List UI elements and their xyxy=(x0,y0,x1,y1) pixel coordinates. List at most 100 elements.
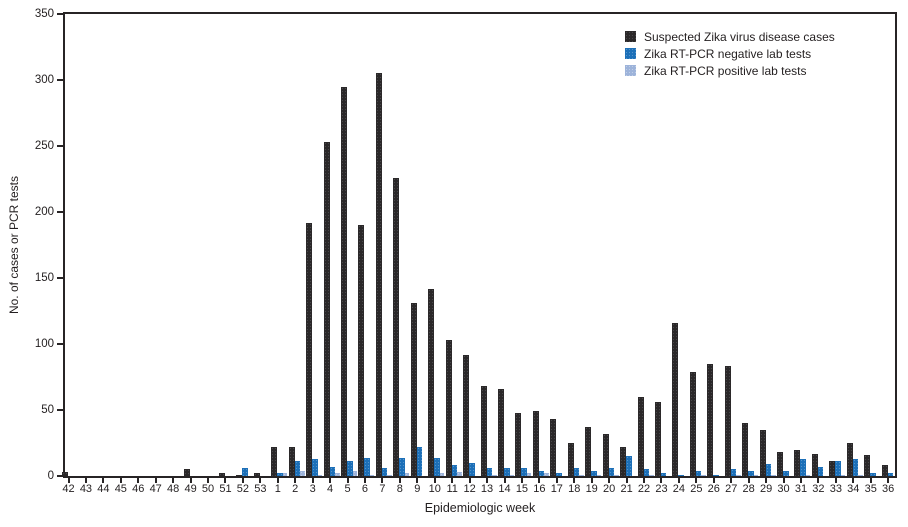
bar-suspected-week-42 xyxy=(62,472,68,476)
bar-positive-week-10 xyxy=(439,473,445,476)
x-tick-mark-47 xyxy=(154,478,157,483)
y-tick-label-250: 250 xyxy=(34,140,54,152)
x-tick-mark-8 xyxy=(398,478,401,483)
y-tick-mark-150 xyxy=(57,277,63,279)
legend-item-negative: Zika RT-PCR negative lab tests xyxy=(625,45,835,62)
x-tick-mark-23 xyxy=(660,478,663,483)
bar-suspected-week-7 xyxy=(375,73,382,476)
x-tick-label-27: 27 xyxy=(725,483,738,495)
x-tick-label-29: 29 xyxy=(759,483,773,495)
x-tick-mark-3 xyxy=(311,478,314,483)
x-tick-label-42: 42 xyxy=(62,483,75,495)
bar-suspected-week-35 xyxy=(864,454,871,476)
bar-positive-week-13 xyxy=(492,474,497,476)
bar-negative-week-30 xyxy=(783,470,789,476)
x-tick-mark-6 xyxy=(363,478,366,483)
bar-negative-week-29 xyxy=(765,464,772,476)
bar-negative-week-5 xyxy=(347,461,353,476)
bar-negative-week-4 xyxy=(329,466,336,476)
bar-positive-week-4 xyxy=(335,473,340,476)
bar-suspected-week-31 xyxy=(794,449,801,476)
x-tick-mark-32 xyxy=(817,478,820,483)
bar-negative-week-16 xyxy=(538,470,545,476)
bar-negative-week-15 xyxy=(521,468,527,476)
x-tick-mark-14 xyxy=(503,478,506,483)
bar-negative-week-22 xyxy=(643,469,650,476)
bar-negative-week-27 xyxy=(730,469,737,476)
x-tick-mark-12 xyxy=(468,478,471,483)
bar-negative-week-20 xyxy=(608,468,615,476)
bar-negative-week-14 xyxy=(504,468,510,476)
x-tick-mark-49 xyxy=(189,478,192,483)
x-tick-label-34: 34 xyxy=(847,483,860,495)
x-tick-label-26: 26 xyxy=(707,483,720,495)
x-tick-label-14: 14 xyxy=(498,483,511,495)
x-tick-mark-18 xyxy=(573,478,576,483)
x-tick-label-35: 35 xyxy=(864,483,877,495)
bar-negative-week-33 xyxy=(835,461,841,476)
bar-suspected-week-52 xyxy=(236,474,243,476)
x-tick-mark-24 xyxy=(677,478,680,483)
bar-suspected-week-28 xyxy=(742,423,749,476)
x-tick-mark-10 xyxy=(433,478,436,483)
x-tick-label-36: 36 xyxy=(882,483,895,495)
bar-negative-week-18 xyxy=(573,468,580,476)
y-tick-mark-300 xyxy=(57,79,63,81)
bar-negative-week-26 xyxy=(713,474,719,476)
x-tick-label-24: 24 xyxy=(672,483,686,495)
bar-suspected-week-1 xyxy=(271,446,278,476)
legend-item-positive: Zika RT-PCR positive lab tests xyxy=(625,62,835,79)
bar-negative-week-7 xyxy=(381,468,388,476)
legend-label-suspected: Suspected Zika virus disease cases xyxy=(644,29,835,44)
bar-suspected-week-53 xyxy=(253,473,260,476)
bar-suspected-week-21 xyxy=(620,446,627,476)
bar-positive-week-14 xyxy=(509,474,514,476)
bar-negative-week-19 xyxy=(591,470,597,476)
bar-positive-week-34 xyxy=(858,474,863,476)
x-tick-label-53: 53 xyxy=(254,483,267,495)
bar-suspected-week-26 xyxy=(707,363,714,476)
x-tick-mark-42 xyxy=(67,478,70,483)
bar-negative-week-21 xyxy=(626,456,632,476)
x-tick-mark-25 xyxy=(695,478,698,483)
x-tick-mark-22 xyxy=(643,478,646,483)
x-tick-label-12: 12 xyxy=(463,483,476,495)
x-tick-mark-2 xyxy=(294,478,297,483)
x-tick-label-28: 28 xyxy=(742,483,755,495)
x-tick-label-18: 18 xyxy=(568,483,581,495)
x-tick-label-16: 16 xyxy=(533,483,546,495)
y-tick-label-350: 350 xyxy=(34,8,54,20)
x-tick-mark-27 xyxy=(730,478,733,483)
legend: Suspected Zika virus disease cases Zika R… xyxy=(625,28,835,79)
x-tick-label-31: 31 xyxy=(794,483,808,495)
y-tick-label-100: 100 xyxy=(34,338,54,350)
bar-positive-week-7 xyxy=(387,474,392,476)
x-tick-label-43: 43 xyxy=(79,483,93,495)
bar-suspected-week-51 xyxy=(218,473,225,476)
x-tick-label-19: 19 xyxy=(585,483,598,495)
legend-item-suspected: Suspected Zika virus disease cases xyxy=(625,28,835,45)
legend-label-positive: Zika RT-PCR positive lab tests xyxy=(644,63,807,78)
x-tick-mark-52 xyxy=(241,478,244,483)
bar-negative-week-31 xyxy=(800,458,806,476)
x-tick-label-17: 17 xyxy=(550,483,563,495)
bar-positive-week-6 xyxy=(369,474,375,476)
bar-negative-week-25 xyxy=(695,470,702,476)
bar-negative-week-10 xyxy=(434,457,440,476)
bar-suspected-week-14 xyxy=(498,388,504,476)
x-tick-mark-30 xyxy=(782,478,785,483)
x-tick-label-50: 50 xyxy=(201,483,215,495)
bar-negative-week-36 xyxy=(887,473,894,476)
y-tick-mark-350 xyxy=(57,13,63,15)
x-tick-label-6: 6 xyxy=(361,483,369,495)
y-axis-title: No. of cases or PCR tests xyxy=(7,175,21,315)
x-tick-label-5: 5 xyxy=(344,483,351,495)
bar-positive-week-3 xyxy=(317,474,323,476)
bar-negative-week-24 xyxy=(678,474,684,476)
bar-negative-week-12 xyxy=(469,462,475,476)
bar-suspected-week-36 xyxy=(881,465,888,476)
legend-label-negative: Zika RT-PCR negative lab tests xyxy=(644,46,812,61)
bar-positive-week-33 xyxy=(840,474,846,476)
x-tick-mark-50 xyxy=(207,478,210,483)
